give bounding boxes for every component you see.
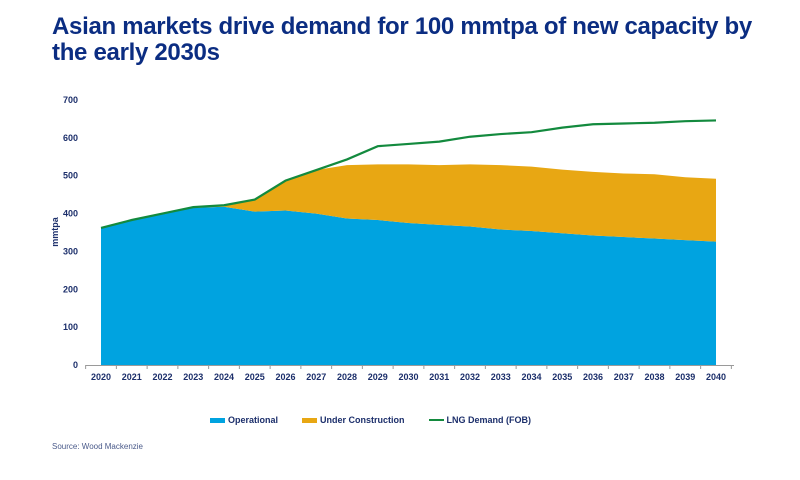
legend-item-lng-demand-fob: LNG Demand (FOB) — [428, 415, 532, 425]
legend-label: Under Construction — [320, 415, 405, 425]
x-tick-label: 2035 — [552, 372, 572, 382]
legend-label: LNG Demand (FOB) — [446, 415, 532, 425]
x-tick-label: 2034 — [521, 372, 541, 382]
x-tick-label: 2028 — [337, 372, 357, 382]
y-tick-label: 400 — [63, 209, 78, 219]
x-tick-label: 2029 — [368, 372, 388, 382]
legend-item-operational: Operational — [210, 415, 278, 425]
chart-title: Asian markets drive demand for 100 mmtpa… — [52, 13, 752, 66]
x-tick-label: 2024 — [214, 372, 234, 382]
x-tick-label: 2040 — [706, 372, 726, 382]
y-tick-label: 0 — [73, 360, 78, 370]
area-under-construction — [101, 164, 716, 242]
x-tick-label: 2025 — [245, 372, 265, 382]
x-tick-label: 2037 — [614, 372, 634, 382]
y-tick-label: 100 — [63, 322, 78, 332]
chart: 2020 2021 2022 2023 2024 2025 2026 2027 2028 2029… — [50, 95, 734, 382]
x-tick-label: 2020 — [91, 372, 111, 382]
x-tick-label: 2033 — [491, 372, 511, 382]
line-lng-demand-fob — [100, 119, 717, 230]
x-tick-label: 2031 — [429, 372, 449, 382]
x-tick-label: 2022 — [152, 372, 172, 382]
y-tick-label: 200 — [63, 284, 78, 294]
x-tick-label: 2027 — [306, 372, 326, 382]
legend-item-under-construction: Under Construction — [302, 415, 405, 425]
x-tick-label: 2021 — [122, 372, 142, 382]
legend-swatch — [210, 417, 225, 423]
legend-label: Operational — [228, 415, 279, 425]
legend: Operational Under Construction LNG Demand … — [210, 415, 531, 425]
x-tick-label: 2036 — [583, 372, 603, 382]
y-tick-label: 700 — [63, 95, 78, 105]
x-tick-label: 2032 — [460, 372, 480, 382]
y-tick-label: 600 — [63, 133, 78, 143]
x-tick-label: 2023 — [183, 372, 203, 382]
legend-swatch — [428, 419, 444, 421]
y-axis-label: mmtpa — [50, 216, 60, 246]
x-tick-label: 2039 — [675, 372, 695, 382]
x-tick-label: 2026 — [275, 372, 295, 382]
x-tick-label: 2038 — [644, 372, 664, 382]
x-tick-label: 2030 — [398, 372, 418, 382]
area-operational — [101, 206, 716, 365]
legend-swatch — [302, 417, 318, 423]
source-note: Source: Wood Mackenzie — [52, 442, 144, 451]
y-tick-label: 300 — [63, 246, 78, 256]
y-tick-label: 500 — [63, 171, 78, 181]
